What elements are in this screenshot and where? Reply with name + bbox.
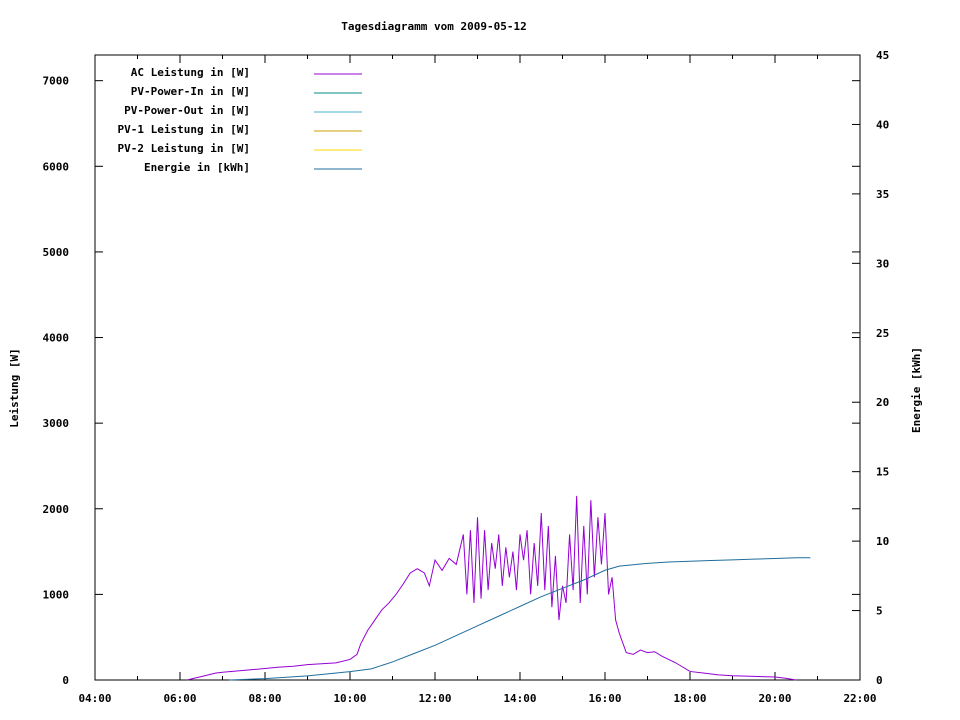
y-tick-label-left: 0 [62,674,69,687]
x-tick-label: 04:00 [78,692,111,705]
y-tick-label-left: 6000 [43,160,70,173]
y-tick-label-right: 20 [876,396,889,409]
y-tick-label-left: 5000 [43,246,70,259]
y-ticks-left: 0 1000 2000 3000 4000 5000 6000 7000 [43,75,860,687]
y-tick-label-left: 3000 [43,417,70,430]
x-ticks: 04:00 06:00 08:00 10:00 12:00 14:00 16:00 18:00… [78,55,877,705]
legend-label: PV-2 Leistung in [W] [118,142,250,155]
legend-label: PV-Power-Out in [W] [124,104,250,117]
y-tick-label-right: 25 [876,327,889,340]
y-ticks-right: 0 5 10 15 20 25 30 35 40 45 [852,49,889,687]
y-tick-label-right: 45 [876,49,889,62]
y-tick-label-left: 4000 [43,332,70,345]
x-tick-label: 06:00 [163,692,196,705]
y-tick-label-right: 15 [876,466,889,479]
y-tick-label-right: 40 [876,118,889,131]
legend-label: PV-1 Leistung in [W] [118,123,250,136]
y-axis-label-left: Leistung [W] [8,348,21,427]
x-tick-label: 10:00 [333,692,366,705]
legend: AC Leistung in [W] PV-Power-In in [W] PV-P… [118,66,362,174]
x-tick-label: 08:00 [248,692,281,705]
legend-label: Energie in [kWh] [144,161,250,174]
chart-title: Tagesdiagramm vom 2009-05-12 [341,20,526,33]
series-line-5 [229,557,811,681]
y-tick-label-right: 30 [876,257,889,270]
x-tick-label: 20:00 [758,692,791,705]
x-tick-label: 18:00 [673,692,706,705]
y-tick-label-left: 7000 [43,75,70,88]
x-tick-label: 12:00 [418,692,451,705]
legend-label: PV-Power-In in [W] [131,85,250,98]
y-axis-label-right: Energie [kWh] [910,347,923,433]
y-tick-label-right: 35 [876,188,889,201]
legend-label: AC Leistung in [W] [131,66,250,79]
x-tick-label: 16:00 [588,692,621,705]
series-line-0 [186,495,797,681]
x-tick-label: 22:00 [843,692,876,705]
y-tick-label-right: 5 [876,605,883,618]
y-tick-label-right: 0 [876,674,883,687]
y-tick-label-left: 2000 [43,503,70,516]
series-layer [186,495,811,681]
x-tick-label: 14:00 [503,692,536,705]
y-tick-label-right: 10 [876,535,889,548]
y-tick-label-left: 1000 [43,588,70,601]
